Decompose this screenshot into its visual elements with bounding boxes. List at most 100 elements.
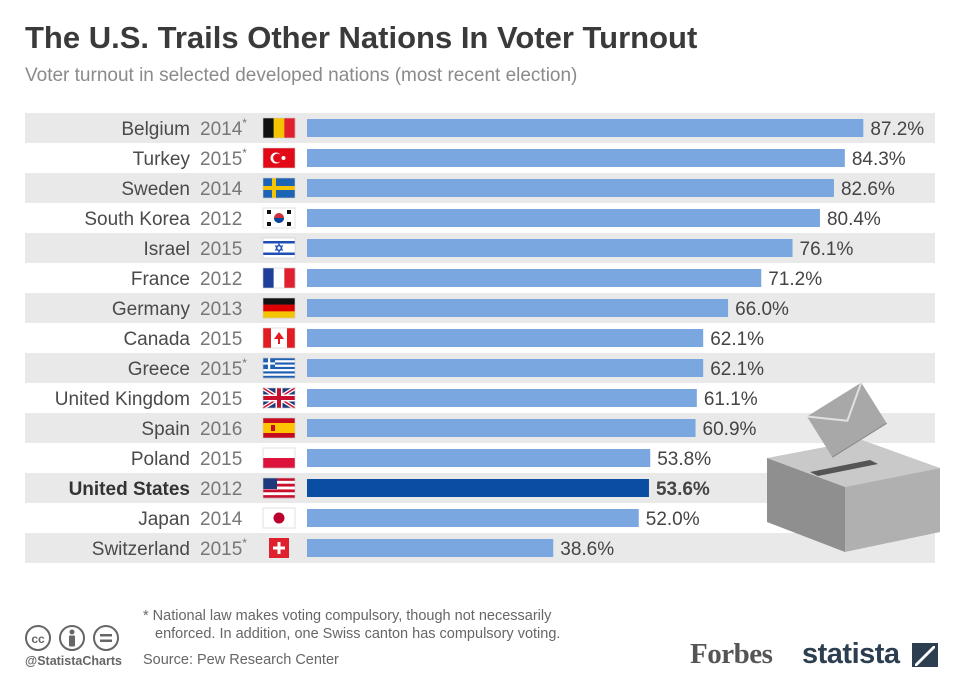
year-label: 2015* <box>200 356 247 380</box>
statista-logo: statista <box>802 638 938 672</box>
category-label: Spain <box>141 419 190 440</box>
germany-flag-icon <box>262 297 296 319</box>
united-kingdom-flag-icon <box>261 386 297 410</box>
by-icon <box>59 625 85 651</box>
bar <box>307 149 845 167</box>
value-label: 82.6% <box>841 179 895 200</box>
category-label: United States <box>69 479 190 500</box>
nd-icon <box>93 625 119 651</box>
value-label: 84.3% <box>852 149 906 170</box>
sweden-flag-icon <box>262 177 296 199</box>
bar <box>307 479 649 497</box>
category-label: Switzerland <box>92 539 190 560</box>
forbes-logo: Forbes <box>690 638 773 670</box>
chart-row: Israel 2015 76.1% <box>25 233 935 263</box>
value-label: 66.0% <box>735 299 789 320</box>
value-label: 71.2% <box>768 269 822 290</box>
source-text: Source: Pew Research Center <box>143 652 339 668</box>
chart-row: France 2012 71.2% <box>131 267 822 290</box>
category-label: Canada <box>123 329 190 350</box>
category-label: South Korea <box>84 209 190 230</box>
footnote-line-2: enforced. In addition, one Swiss canton … <box>155 626 561 642</box>
value-label: 76.1% <box>800 239 854 260</box>
turkey-flag-icon <box>262 147 296 169</box>
year-label: 2012 <box>200 269 242 290</box>
compulsory-asterisk: * <box>242 146 247 160</box>
chart-row: Poland 2015 53.8% <box>131 447 711 470</box>
bar <box>307 389 697 407</box>
bar <box>307 539 554 557</box>
compulsory-asterisk: * <box>242 536 247 550</box>
value-label: 80.4% <box>827 209 881 230</box>
value-label: 62.1% <box>710 329 764 350</box>
chart-row: Germany 2013 66.0% <box>25 293 935 323</box>
value-label: 52.0% <box>646 509 700 530</box>
category-label: Germany <box>112 299 191 320</box>
year-label: 2014 <box>200 179 243 200</box>
chart-title: The U.S. Trails Other Nations In Voter T… <box>25 20 698 55</box>
bar <box>307 179 834 197</box>
bar <box>307 449 651 467</box>
value-label: 61.1% <box>704 389 758 410</box>
category-label: Greece <box>128 359 190 380</box>
canada-flag-icon <box>262 327 296 349</box>
compulsory-asterisk: * <box>242 356 247 370</box>
footnote-line-1: * National law makes voting compulsory, … <box>143 608 552 624</box>
statista-handle: @StatistaCharts <box>25 654 122 668</box>
category-label: Israel <box>144 239 190 260</box>
israel-flag-icon <box>262 237 296 259</box>
south-korea-flag-icon <box>262 207 296 229</box>
value-label: 87.2% <box>870 119 924 140</box>
poland-flag-icon <box>262 447 296 469</box>
category-label: Belgium <box>121 119 190 140</box>
chart-row: South Korea 2012 80.4% <box>84 207 881 230</box>
year-label: 2013 <box>200 299 242 320</box>
category-label: Sweden <box>121 179 190 200</box>
bar <box>307 209 820 227</box>
bar <box>307 299 729 317</box>
value-label: 53.8% <box>657 449 711 470</box>
chart-row: Japan 2014 52.0% <box>138 507 700 530</box>
value-label: 53.6% <box>656 479 710 500</box>
year-label: 2015 <box>200 239 242 260</box>
year-label: 2016 <box>200 419 242 440</box>
belgium-flag-icon <box>262 117 296 139</box>
bar <box>307 419 696 437</box>
category-label: United Kingdom <box>55 389 190 410</box>
year-label: 2015* <box>200 536 247 560</box>
ballot-box-illustration <box>767 382 940 552</box>
svg-text:cc: cc <box>31 632 45 646</box>
year-label: 2015 <box>200 329 242 350</box>
bar <box>307 269 762 287</box>
bar <box>307 359 704 377</box>
year-label: 2012 <box>200 479 242 500</box>
bar <box>307 329 704 347</box>
category-label: France <box>131 269 190 290</box>
chart-row: Belgium 2014* 87.2% <box>25 113 935 143</box>
year-label: 2014 <box>200 509 243 530</box>
category-label: Turkey <box>133 149 191 170</box>
year-label: 2014* <box>200 116 247 140</box>
license-icons: cc <box>25 625 119 651</box>
category-label: Japan <box>138 509 190 530</box>
chart-subtitle: Voter turnout in selected developed nati… <box>25 65 578 86</box>
greece-flag-icon <box>262 357 296 379</box>
year-label: 2015* <box>200 146 247 170</box>
chart-row: Sweden 2014 82.6% <box>25 173 935 203</box>
compulsory-asterisk: * <box>242 116 247 130</box>
chart-row: Turkey 2015* 84.3% <box>133 146 906 170</box>
statista-mark-icon <box>912 643 938 667</box>
cc-icon: cc <box>25 625 51 651</box>
category-label: Poland <box>131 449 190 470</box>
chart-row: Spain 2016 60.9% <box>25 413 935 443</box>
united-states-flag-icon <box>262 477 296 499</box>
bar <box>307 239 793 257</box>
chart-row: Switzerland 2015* 38.6% <box>25 533 935 563</box>
year-label: 2012 <box>200 209 242 230</box>
value-label: 38.6% <box>560 539 614 560</box>
bar-chart: Belgium 2014* 87.2%Turkey 2015* 84.3%Sweden 2… <box>25 113 940 563</box>
japan-flag-icon <box>262 507 296 529</box>
value-label: 62.1% <box>710 359 764 380</box>
switzerland-flag-icon <box>269 538 289 558</box>
chart-row: Canada 2015 62.1% <box>123 327 764 350</box>
